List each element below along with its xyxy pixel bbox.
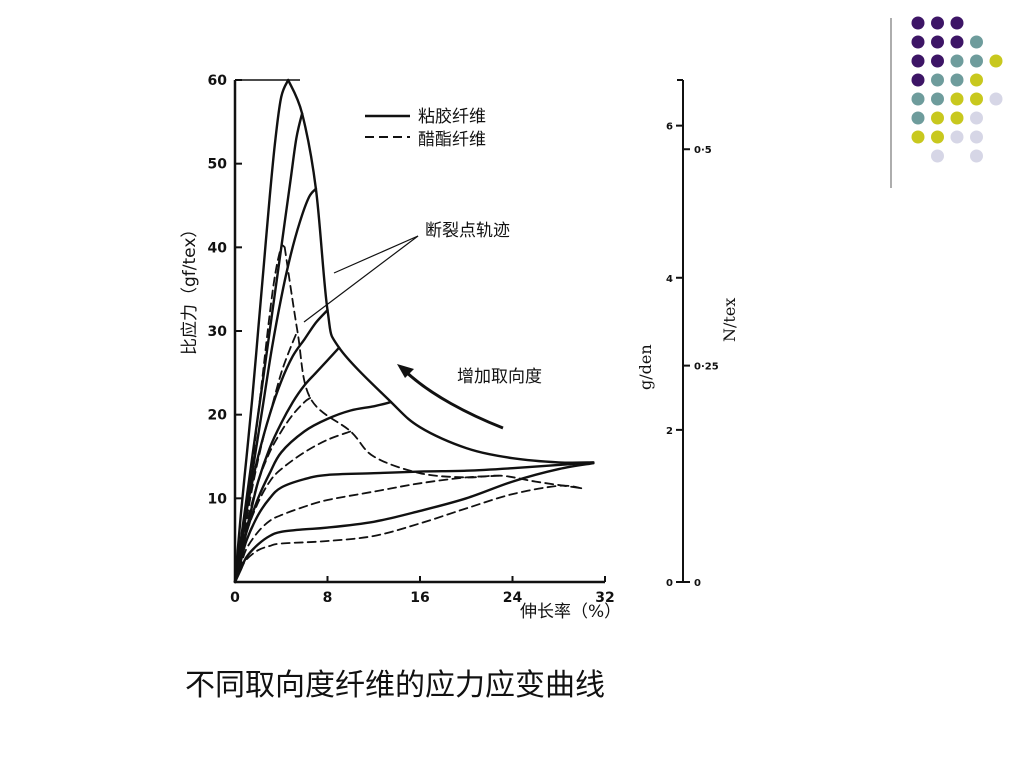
acetate-break-locus-line — [283, 246, 583, 490]
n-tex-tick-label: 0 — [694, 578, 701, 589]
break-locus-label: 断裂点轨迹 — [425, 221, 510, 241]
y-tick-label: 10 — [208, 491, 228, 507]
acetate-curve — [234, 244, 286, 583]
acetate-curve — [234, 474, 502, 583]
acetate-curve — [234, 430, 352, 583]
orientation-arrow — [402, 368, 504, 430]
slide-caption: 不同取向度纤维的应力应变曲线 — [185, 668, 605, 703]
y-tick-label: 50 — [208, 157, 228, 173]
x-tick-group: 0 8 16 24 32 — [230, 576, 615, 606]
x-tick-label: 24 — [503, 590, 523, 606]
viscose-curve — [233, 78, 290, 584]
break-locus-pointer-1 — [333, 235, 419, 274]
orientation-arrowhead — [397, 364, 414, 378]
x-tick-label: 8 — [323, 590, 333, 606]
y-tick-group: 10 20 30 40 50 60 — [208, 73, 242, 507]
n-tex-tick-label: 0·5 — [694, 145, 712, 156]
viscose-break-locus-line — [287, 78, 595, 464]
acetate-curve — [234, 330, 299, 583]
x-tick-label: 16 — [410, 590, 429, 606]
viscose-curve — [233, 462, 595, 584]
y-tick-label: 20 — [208, 408, 228, 424]
viscose-curve — [233, 461, 595, 584]
break-locus-pointer-2 — [303, 235, 419, 323]
n-tex-tick-label: 0·25 — [694, 362, 719, 373]
g-den-tick-label: 0 — [666, 578, 673, 589]
legend-solid-label: 粘胶纤维 — [418, 107, 486, 127]
n-tex-tick-group: 0 0·25 0·5 — [683, 145, 719, 589]
x-tick-label: 32 — [595, 590, 614, 606]
g-den-tick-group: 0 2 4 6 — [666, 122, 683, 589]
series-group — [233, 78, 595, 584]
y-tick-label: 30 — [208, 324, 228, 340]
n-tex-axis-label: N/tex — [720, 298, 739, 342]
y-tick-label: 40 — [208, 240, 228, 256]
y-tick-label: 60 — [208, 73, 228, 89]
x-tick-label: 0 — [230, 590, 240, 606]
g-den-tick-label: 2 — [666, 426, 673, 437]
g-den-tick-label: 4 — [666, 274, 673, 285]
legend-dashed-label: 醋酯纤维 — [418, 130, 486, 150]
y-axis-label: 比应力（gf/tex） — [180, 221, 200, 355]
viscose-curve — [233, 112, 304, 584]
g-den-axis-label: g/den — [636, 344, 655, 390]
orientation-arrow-label: 增加取向度 — [457, 367, 542, 387]
acetate-curve — [234, 484, 583, 583]
x-axis-label: 伸长率（%） — [520, 602, 621, 622]
acetate-curve — [234, 397, 312, 583]
g-den-tick-label: 6 — [666, 122, 673, 133]
